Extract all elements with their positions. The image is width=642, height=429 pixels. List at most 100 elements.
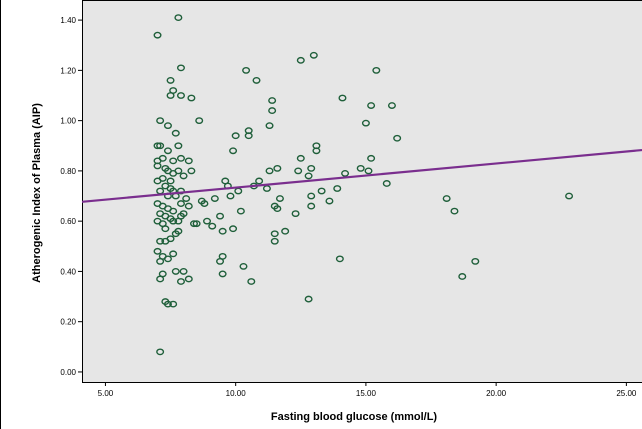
data-point xyxy=(325,197,334,205)
data-point xyxy=(208,222,217,230)
y-tick-label: 1.20 xyxy=(60,66,76,75)
data-point xyxy=(166,235,175,243)
x-tick-label: 20.00 xyxy=(486,389,507,398)
data-point xyxy=(270,237,279,245)
data-point xyxy=(216,212,225,220)
data-point xyxy=(312,147,321,155)
data-point xyxy=(153,31,162,39)
data-point xyxy=(226,192,235,200)
x-tick-label: 5.00 xyxy=(98,389,114,398)
data-point xyxy=(218,227,227,235)
data-point xyxy=(273,164,282,172)
data-point xyxy=(156,117,165,125)
x-axis-title: Fasting blood glucose (mmol/L) xyxy=(271,411,438,423)
data-point xyxy=(242,66,251,74)
data-point xyxy=(382,180,391,187)
data-point xyxy=(333,185,342,192)
y-tick-label: 0.80 xyxy=(60,167,76,176)
data-point xyxy=(163,147,172,155)
data-point xyxy=(176,154,185,162)
data-point xyxy=(367,102,376,109)
data-point xyxy=(174,167,183,175)
data-point xyxy=(229,225,238,233)
data-point xyxy=(367,154,376,162)
data-point xyxy=(166,77,175,84)
y-tick-label: 0.00 xyxy=(60,368,76,377)
data-point xyxy=(231,132,240,140)
data-point xyxy=(387,102,396,109)
data-point xyxy=(161,225,170,233)
data-point xyxy=(450,207,459,215)
data-point xyxy=(171,129,180,137)
data-point xyxy=(163,255,172,263)
data-point xyxy=(169,217,178,225)
data-point xyxy=(192,220,201,228)
data-point xyxy=(307,192,316,200)
data-point xyxy=(179,268,188,275)
y-tick-label: 0.20 xyxy=(60,318,76,327)
data-point xyxy=(176,278,185,285)
data-point xyxy=(187,94,196,102)
data-point xyxy=(169,250,178,258)
data-point xyxy=(255,177,264,185)
data-point xyxy=(169,300,178,308)
data-point xyxy=(307,202,316,210)
fit-line xyxy=(81,148,642,203)
data-point xyxy=(218,270,227,278)
data-point xyxy=(210,195,219,202)
y-tick-label: 1.00 xyxy=(60,117,76,126)
y-tick-label: 1.40 xyxy=(60,16,76,25)
data-point xyxy=(229,147,238,155)
data-point xyxy=(268,97,277,104)
data-point xyxy=(338,94,347,102)
x-tick-label: 15.00 xyxy=(356,389,377,398)
data-point xyxy=(163,122,172,130)
data-point xyxy=(273,205,282,212)
x-axis-ticks: 5.00 10.00 15.00 20.00 25.00 xyxy=(98,382,637,398)
data-point xyxy=(203,217,212,225)
data-point xyxy=(176,212,185,220)
data-point xyxy=(169,157,178,165)
data-point xyxy=(174,142,183,150)
plot-area xyxy=(82,0,642,382)
data-point xyxy=(176,64,185,72)
data-point xyxy=(304,295,313,303)
data-point xyxy=(361,119,370,127)
data-point xyxy=(247,278,256,285)
data-point xyxy=(281,227,290,235)
data-point xyxy=(294,167,303,175)
data-point xyxy=(307,164,316,172)
data-point xyxy=(169,207,178,215)
x-tick-label: 25.00 xyxy=(616,389,637,398)
data-point xyxy=(153,177,162,185)
data-point xyxy=(335,255,344,263)
data-point xyxy=(364,167,373,175)
data-point xyxy=(296,56,305,64)
data-point xyxy=(176,200,185,207)
data-point xyxy=(270,230,279,238)
data-point xyxy=(156,348,165,356)
data-point xyxy=(291,210,300,218)
data-point xyxy=(356,164,365,172)
data-point xyxy=(163,300,172,308)
data-point xyxy=(216,257,225,265)
data-point xyxy=(156,237,165,245)
data-point xyxy=(184,202,193,210)
y-tick-label: 0.60 xyxy=(60,217,76,226)
data-point xyxy=(171,268,180,275)
data-point xyxy=(304,172,313,180)
data-point xyxy=(166,92,175,99)
data-point xyxy=(442,195,451,202)
data-point xyxy=(275,195,284,202)
data-point xyxy=(317,187,326,195)
y-axis-title: Atherogenic Index of Plasma (AIP) xyxy=(31,103,43,283)
y-axis-ticks: 0.00 0.20 0.40 0.60 0.80 1.00 1.20 1.40 xyxy=(60,16,82,377)
data-point xyxy=(171,230,180,238)
data-point xyxy=(153,162,162,170)
data-point xyxy=(244,127,253,135)
data-point xyxy=(153,247,162,255)
data-point xyxy=(309,51,318,59)
data-point xyxy=(187,167,196,175)
data-point xyxy=(268,107,277,114)
